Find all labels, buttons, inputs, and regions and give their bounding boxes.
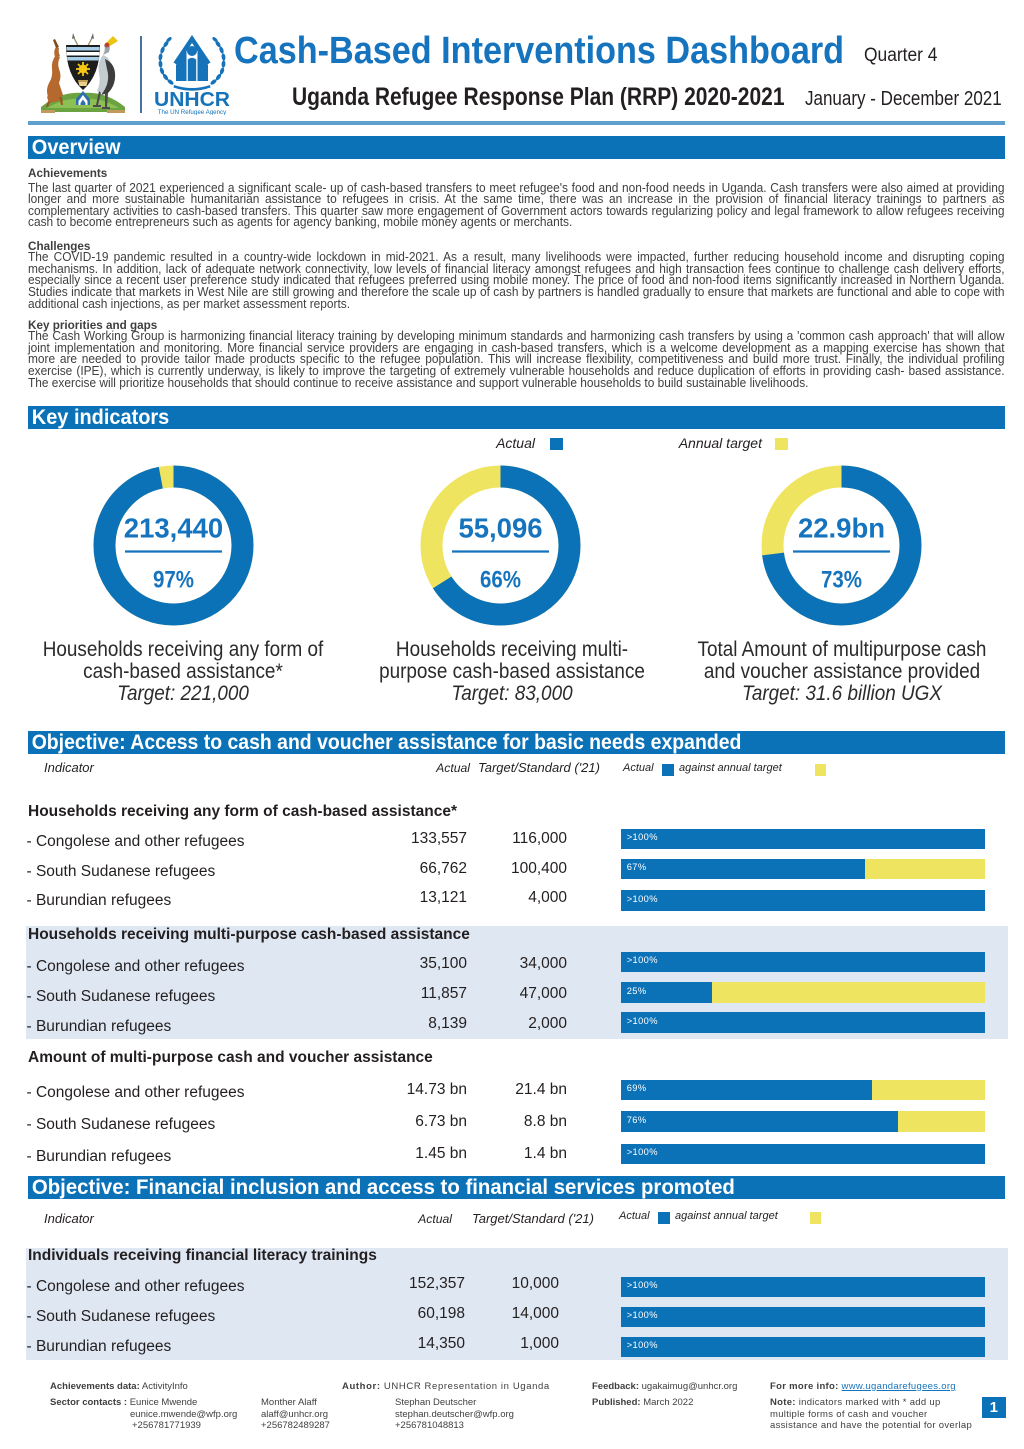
svg-text:97%: 97% [153,566,194,593]
svg-text:55,096: 55,096 [458,512,542,543]
svg-text:213,440: 213,440 [124,512,223,543]
svg-text:73%: 73% [821,566,862,593]
svg-text:66%: 66% [480,566,521,593]
svg-text:UNHCR: UNHCR [154,88,230,111]
svg-text:22.9bn: 22.9bn [798,512,885,543]
svg-text:The UN Refugee Agency: The UN Refugee Agency [158,109,227,115]
